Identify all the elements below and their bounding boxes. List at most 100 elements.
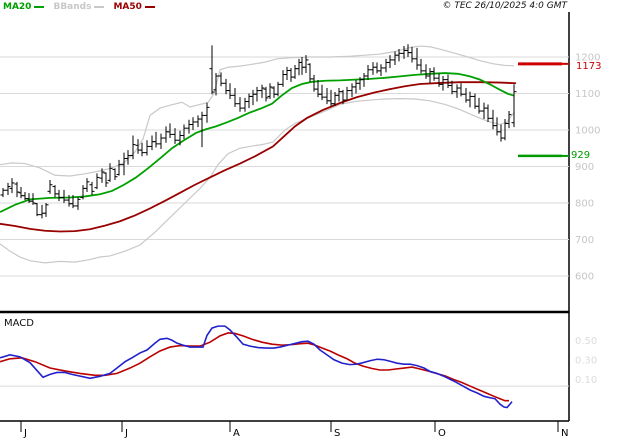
bollinger-lower [0,98,515,264]
candlesticks [0,44,517,219]
ohlc-bar [431,67,437,81]
ohlc-bar [423,64,429,79]
ohlc-bar [218,72,224,87]
ohlc-bar [199,111,205,148]
ohlc-bar [303,55,309,74]
resistance-level-label: 1173 [576,61,602,72]
ohlc-bar [52,185,58,198]
support-resistance-lines [518,62,562,158]
ohlc-bar [0,188,6,198]
axes [0,12,570,432]
month-label: N [561,428,568,439]
ohlc-bar [449,80,455,95]
ohlc-bar [195,115,201,128]
price-axis-label: 800 [575,199,594,210]
macd-axis-label: 0.50 [575,336,597,347]
price-axis-label: 1200 [575,53,600,64]
ohlc-bar [30,193,36,205]
ohlc-bar [506,111,512,129]
ohlc-bar [34,203,40,217]
ohlc-bar [47,180,53,194]
ohlc-bar [172,128,178,144]
macd-curves [0,325,513,409]
legend-item-bbands: BBands [53,2,105,12]
ohlc-bar [319,84,325,101]
price-axis-label: 700 [575,235,594,246]
ohlc-bar [144,140,150,156]
ohlc-bar [263,86,269,102]
legend-ma20-swatch [34,6,45,8]
price-axis-label: 900 [575,162,594,173]
ohlc-bar [204,102,210,123]
price-axis-label: 1100 [575,89,600,100]
ohlc-bar [436,73,442,87]
ohlc-bar [490,109,496,130]
ohlc-bar [336,88,342,102]
ohlc-bar [454,84,460,98]
ohlc-bar [89,181,95,195]
ohlc-bar [292,65,298,79]
ohlc-bar [75,197,81,210]
ohlc-bar [167,123,173,139]
ohlc-bar [324,88,330,105]
ohlc-bar [213,73,219,96]
ohlc-bar [383,58,389,73]
ohlc-bar [103,172,109,187]
ohlc-bar [223,78,229,95]
bollinger-upper [0,45,515,177]
ohlc-bar [405,44,411,57]
ohlc-bar [70,194,76,209]
ohlc-bar [418,58,424,74]
ohlc-bar [414,47,420,70]
ohlc-bar [116,159,122,176]
ohlc-bar [353,79,359,94]
month-label: J [124,428,128,439]
ohlc-bar [94,173,100,190]
legend-ma50-label: MA50 [113,2,142,12]
ohlc-bar [409,46,415,63]
ohlc-bar [427,67,433,84]
ohlc-bar [378,64,384,76]
price-axis-label: 600 [575,272,594,283]
ohlc-bar [163,126,169,143]
ohlc-bar [246,93,252,109]
ma20-polyline [0,72,515,213]
ohlc-bar [181,124,187,140]
ohlc-bar [275,81,281,97]
ohlc-bar [374,62,380,74]
ohlc-bar [149,135,155,151]
bollinger-bands [0,45,515,264]
month-label: S [334,428,340,439]
ohlc-bar [271,86,277,98]
ohlc-bar [56,189,62,202]
ohlc-bar [267,83,273,99]
ohlc-bar [135,139,141,154]
copyright-text: © TEC 26/10/2025 4:0 GMT [442,1,567,11]
ohlc-bar [84,178,90,193]
legend-ma20-label: MA20 [3,2,32,12]
price-axis-label: 1000 [575,126,600,137]
ohlc-bar [139,142,145,157]
ohlc-bar [344,86,350,101]
ohlc-bar [349,83,355,98]
ohlc-bar [39,204,45,219]
ohlc-bar [387,55,393,68]
ohlc-bar [254,86,260,102]
legend: MA20 BBands MA50 [3,1,155,13]
ohlc-bar [481,102,487,120]
ohlc-bar [280,70,286,87]
ohlc-bar [485,104,491,122]
macd-panel-label: MACD [4,318,34,329]
ohlc-bar [190,117,196,130]
month-label: O [438,428,446,439]
ohlc-bar [18,186,24,199]
ohlc-bar [458,83,464,97]
ohlc-bar [107,163,113,182]
macd-axis-label: 0.10 [575,375,597,386]
ohlc-bar [153,131,159,148]
ohlc-bar [125,150,131,165]
legend-item-ma50: MA50 [113,2,155,12]
legend-bbands-swatch [94,6,105,8]
